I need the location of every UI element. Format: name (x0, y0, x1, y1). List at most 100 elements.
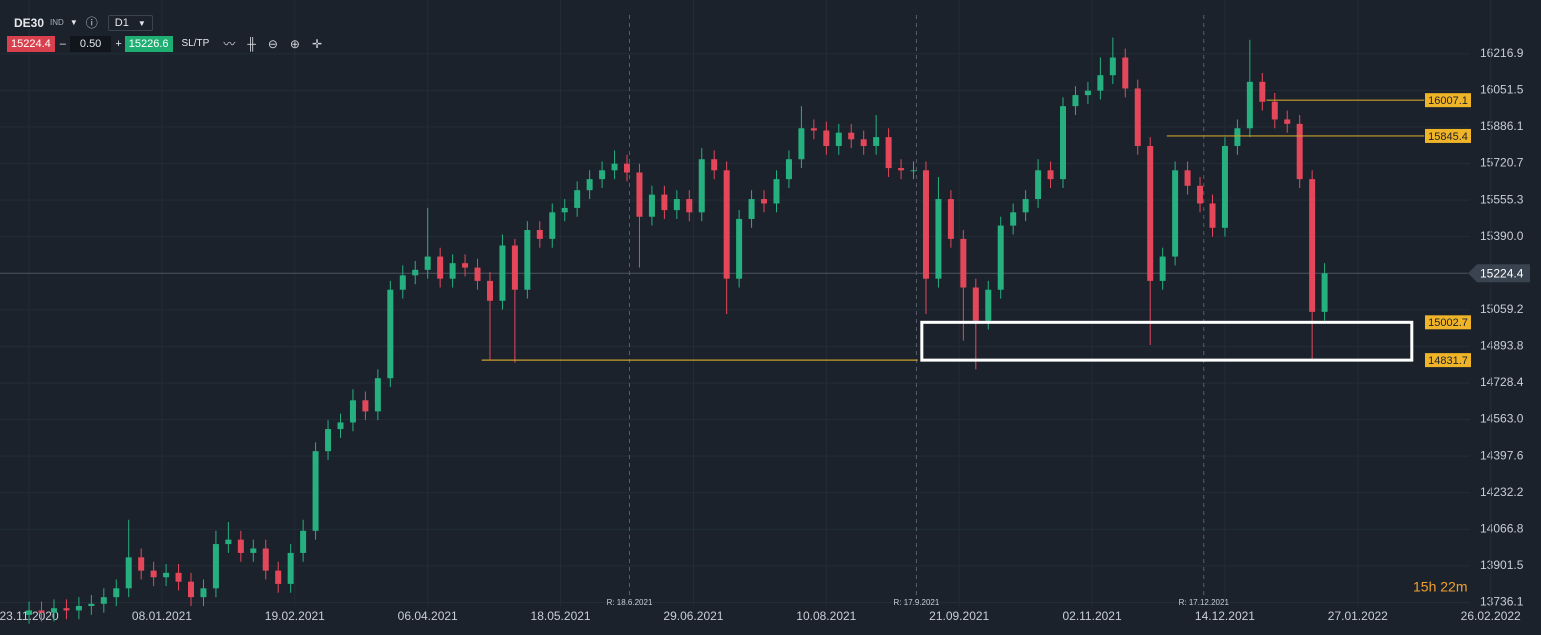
candle-body (1022, 199, 1029, 213)
level-label-box (1425, 93, 1471, 108)
candle-body (349, 400, 356, 423)
candle-body (412, 269, 419, 276)
candle-body (723, 170, 730, 279)
sltp-button[interactable]: SL/TP (181, 38, 210, 49)
zone-box (920, 320, 1414, 362)
candle-body (761, 199, 768, 204)
candle-body (337, 422, 344, 430)
candle-body (1234, 128, 1241, 146)
candle-body (88, 603, 95, 606)
timeframe[interactable]: D1 ▼ (107, 14, 153, 31)
candle-body (1134, 88, 1141, 146)
level-label: 15845.4 (1428, 131, 1468, 143)
y-tick-label: 15720.7 (1480, 156, 1524, 170)
timer: 15h 22m (1413, 579, 1467, 595)
candle-body (200, 588, 207, 598)
level-label: 14831.7 (1428, 355, 1468, 367)
candle-body (287, 552, 294, 584)
y-tick-label: 14397.6 (1480, 448, 1524, 462)
x-tick-label: 02.11.2021 (1062, 609, 1121, 623)
candle-body (711, 159, 718, 171)
zoom-in-icon[interactable]: ⊕ (289, 36, 300, 51)
candle-body (150, 570, 157, 578)
candle-body (399, 275, 406, 290)
dropdown-caret[interactable]: ▼ (69, 18, 78, 27)
info-icon[interactable]: ⓘ (85, 16, 98, 30)
minus-button[interactable]: – (59, 37, 66, 50)
current-price-marker (1468, 264, 1530, 283)
candle-body (1109, 57, 1116, 76)
candle-body (462, 263, 469, 268)
candle-body (125, 557, 132, 589)
x-tick-label: 26.02.2022 (1461, 609, 1521, 623)
symbol[interactable]: DE30 (14, 15, 45, 30)
candle-body (449, 263, 456, 279)
level-label: 16007.1 (1428, 95, 1468, 107)
candle-body (212, 544, 219, 589)
line-chart-icon[interactable]: 〰 (223, 37, 236, 51)
candle-body (972, 287, 979, 321)
y-tick-label: 14066.8 (1480, 521, 1524, 535)
candle-body (325, 429, 332, 452)
candle-body (300, 530, 307, 553)
y-tick-label: 14563.0 (1480, 412, 1524, 426)
y-tick-label: 16051.5 (1480, 83, 1524, 97)
candle-body (922, 170, 929, 279)
candle-body (1159, 256, 1166, 281)
x-tick-label: 27.01.2022 (1328, 609, 1388, 623)
candle-body (163, 572, 170, 578)
candle-body (1309, 179, 1316, 312)
bid-button[interactable]: 15224.4 (7, 35, 55, 52)
zoom-out-icon[interactable]: ⊖ (267, 36, 278, 51)
candle-body (860, 139, 867, 146)
candle-body (835, 132, 842, 146)
candle-body (848, 132, 855, 140)
candle-body (624, 163, 631, 173)
candle-body (1010, 212, 1017, 226)
ask-button[interactable]: 15226.6 (124, 35, 173, 52)
candle-body (586, 179, 593, 191)
candle-body (437, 256, 444, 279)
candle-body (499, 245, 506, 301)
candle-body (1072, 95, 1079, 107)
level-label-box (1425, 315, 1471, 330)
x-tick-label: 19.02.2021 (265, 609, 325, 623)
candle-body (997, 225, 1004, 290)
level-label-box (1425, 128, 1471, 143)
candle-body (1259, 81, 1266, 102)
candle-body (387, 289, 394, 379)
candle-body (1060, 106, 1067, 180)
candle-body (549, 212, 556, 239)
candle-body (250, 548, 257, 553)
candle-body (798, 128, 805, 160)
candle-body (138, 557, 145, 571)
x-tick-label: 08.01.2021 (132, 609, 192, 623)
candle-body (960, 238, 967, 288)
candle-body (188, 581, 195, 598)
crosshair-icon[interactable]: ✛ (311, 36, 323, 51)
y-tick-label: 14232.2 (1480, 485, 1524, 499)
candle-body (574, 190, 581, 208)
y-tick-label: 15886.1 (1480, 119, 1524, 133)
candle-body (100, 597, 107, 604)
rollover-label: R: 18.6.2021 (607, 598, 653, 607)
volume-input[interactable]: 0.50 (69, 35, 112, 52)
y-tick-label: 14893.8 (1480, 339, 1524, 353)
candle-body (1184, 170, 1191, 186)
y-tick-label: 15555.3 (1480, 192, 1524, 206)
candle-body (935, 199, 942, 279)
level-label: 15002.7 (1428, 317, 1468, 329)
candle-body (113, 588, 120, 598)
candle-body (773, 179, 780, 204)
candle-body (312, 451, 319, 531)
candle-body (748, 199, 755, 219)
candle-body (1221, 145, 1228, 228)
y-tick-label: 16216.9 (1480, 46, 1524, 60)
candle-body (1172, 170, 1179, 257)
y-tick-label: 15390.0 (1480, 229, 1524, 243)
candle-body (1097, 75, 1104, 91)
plus-button[interactable]: + (115, 37, 122, 50)
candle-icon[interactable]: ╫ (247, 36, 256, 51)
candle-body (873, 137, 880, 146)
